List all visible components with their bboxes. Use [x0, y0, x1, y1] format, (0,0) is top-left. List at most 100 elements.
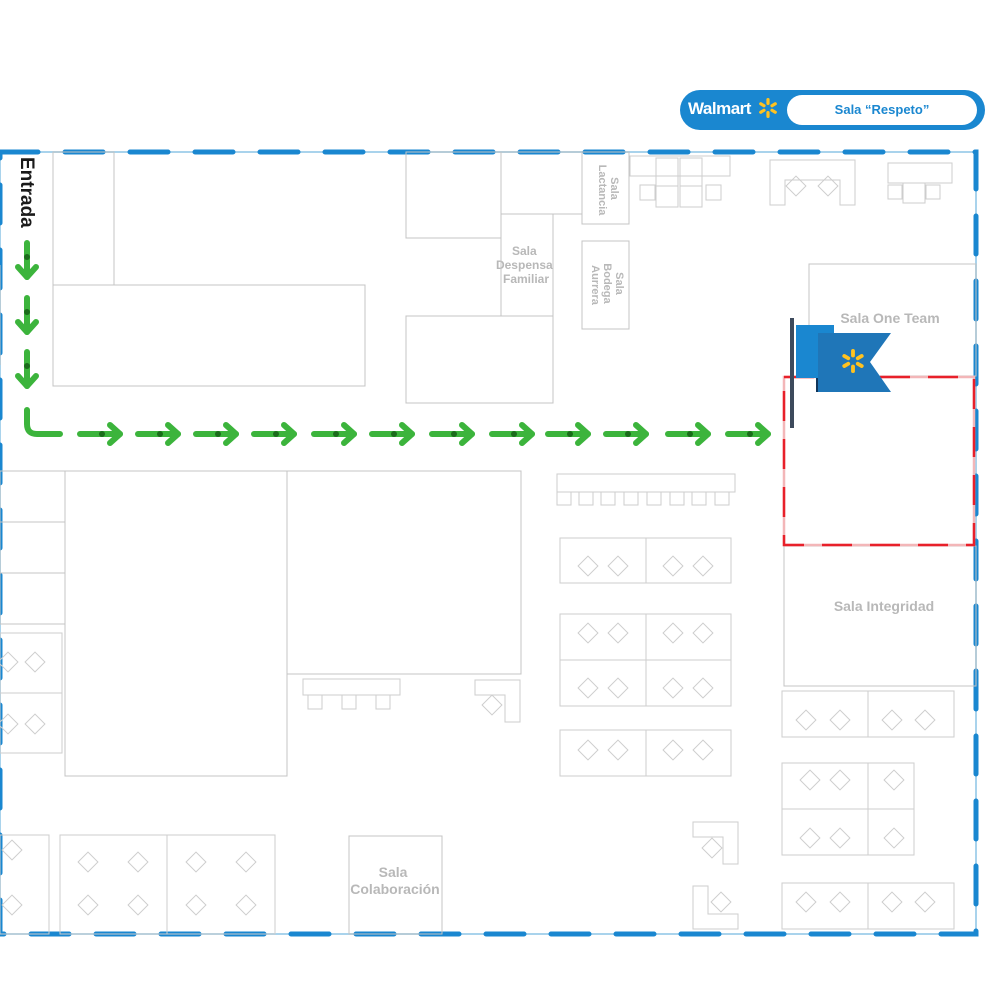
desk-seat — [185, 851, 207, 873]
desk-seat — [883, 769, 905, 791]
room-label-despensa-line-3: Familiar — [503, 272, 549, 286]
building-outline — [0, 151, 977, 935]
room-labels: Sala Lactancia Sala Despensa Familiar Sa… — [350, 151, 940, 897]
route-arrow-right — [489, 422, 535, 446]
desk-seat — [77, 894, 99, 916]
route-arrow-right — [369, 422, 415, 446]
desk-seat — [817, 175, 839, 197]
desk-seat — [577, 677, 599, 699]
room-label-bodega-line-1: Sala — [613, 272, 625, 296]
route-corner — [24, 407, 63, 437]
walmart-brand: Walmart — [688, 99, 751, 118]
building-dashed-border — [0, 149, 979, 937]
desk-seat — [77, 851, 99, 873]
desk-seat — [701, 837, 723, 859]
desk-seat — [883, 827, 905, 849]
desk-seat — [710, 891, 732, 913]
desk-seat — [662, 555, 684, 577]
room-label-bodega-line-2: Bodega — [601, 263, 613, 304]
room-label-despensa-line-2: Despensa — [496, 258, 553, 272]
room-bodega — [581, 240, 630, 330]
desk-seat — [914, 891, 936, 913]
room-label-colaboracion: Sala Colaboración — [350, 864, 439, 897]
desk-seat — [799, 827, 821, 849]
desk-seat — [829, 709, 851, 731]
desk-seat — [914, 709, 936, 731]
desk-seat — [662, 739, 684, 761]
room-lactancia — [581, 151, 630, 225]
route-arrow-right — [429, 422, 475, 446]
desk-seat — [577, 555, 599, 577]
room-label-colaboracion-line-1: Sala — [379, 864, 408, 880]
route-arrow-right — [251, 422, 297, 446]
desk-seat — [607, 622, 629, 644]
highlighted-room-respeto-dashes — [782, 375, 976, 547]
desk-seat — [785, 175, 807, 197]
desk-seat — [24, 713, 46, 735]
walmart-spark-icon — [758, 98, 778, 118]
route-arrow-right — [665, 422, 711, 446]
desk-seat — [881, 709, 903, 731]
desk-seat — [662, 622, 684, 644]
route-arrow-right — [77, 422, 123, 446]
desk-seat — [692, 677, 714, 699]
desk-seat — [607, 739, 629, 761]
desk-seat — [235, 894, 257, 916]
desk-seat — [0, 651, 19, 673]
floor-walls — [0, 151, 977, 935]
desk-seat — [795, 891, 817, 913]
desk-seat — [607, 555, 629, 577]
desk-seat — [185, 894, 207, 916]
desk-seat — [577, 739, 599, 761]
room-despensa — [500, 213, 554, 317]
room-label-bodega: Sala Bodega Aurrera — [589, 263, 625, 306]
room-name-pill[interactable]: Sala “Respeto” — [787, 95, 977, 125]
room-label-one-team: Sala One Team — [840, 310, 939, 326]
room-label-integridad: Sala Integridad — [834, 598, 934, 614]
highlighted-room-respeto[interactable] — [782, 375, 976, 547]
desk-seat — [481, 694, 503, 716]
route-arrow-right — [193, 422, 239, 446]
desk-seat — [881, 891, 903, 913]
route-arrow-right — [545, 422, 591, 446]
desk-seat — [692, 739, 714, 761]
desk-seat — [1, 894, 23, 916]
desk-seat — [577, 622, 599, 644]
room-label-lactancia-line-2: Lactancia — [596, 165, 608, 217]
desk-seat — [127, 851, 149, 873]
desk-seat — [829, 827, 851, 849]
desk-seat — [24, 651, 46, 673]
room-label-lactancia-line-1: Sala — [608, 177, 620, 201]
room-label-colaboracion-line-2: Colaboración — [350, 881, 439, 897]
room-label-despensa: Sala Despensa Familiar — [496, 244, 556, 286]
route-arrow-right — [603, 422, 649, 446]
room-badge: Walmart Sala “Respeto” — [680, 90, 985, 130]
room-label-despensa-line-1: Sala — [512, 244, 537, 258]
desk-seat — [607, 677, 629, 699]
desk-seat — [829, 891, 851, 913]
desk-seat — [829, 769, 851, 791]
floor-furniture — [0, 155, 955, 935]
room-label-lactancia: Sala Lactancia — [596, 165, 620, 217]
desk-seat — [0, 713, 19, 735]
route-arrow-right — [311, 422, 357, 446]
walmart-flag-icon — [790, 318, 891, 428]
route-arrow-right — [135, 422, 181, 446]
desk-seat — [127, 894, 149, 916]
route-arrow-down — [15, 240, 39, 280]
desk-seat — [1, 839, 23, 861]
route-arrow-right — [725, 422, 771, 446]
desk-seats — [0, 175, 936, 916]
desk-seat — [795, 709, 817, 731]
route-arrow-down — [15, 349, 39, 389]
desk-seat — [692, 622, 714, 644]
desk-seat — [662, 677, 684, 699]
desk-seat — [692, 555, 714, 577]
desk-seat — [235, 851, 257, 873]
entrance-label: Entrada — [16, 157, 37, 228]
desk-seat — [799, 769, 821, 791]
room-label-bodega-line-3: Aurrera — [589, 265, 601, 306]
route-arrow-down — [15, 295, 39, 335]
route-path — [15, 240, 771, 446]
